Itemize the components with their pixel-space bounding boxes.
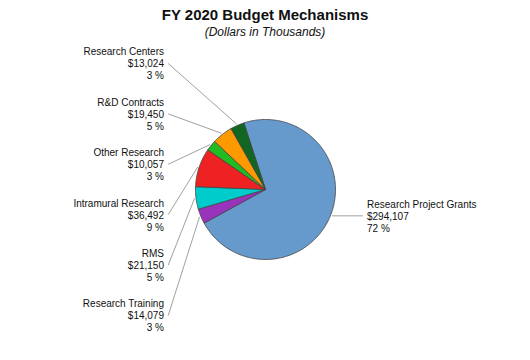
svg-text:Research Centers$13,0243 %: Research Centers$13,0243 % — [83, 46, 164, 81]
svg-text:R&D Contracts$19,4505 %: R&D Contracts$19,4505 % — [97, 97, 164, 132]
svg-text:RMS$21,1505 %: RMS$21,1505 % — [128, 248, 165, 283]
html-text:FY 2020 Budget Mechanisms: FY 2020 Budget Mechanisms — [161, 6, 369, 23]
svg-text:Research Training$14,0793 %: Research Training$14,0793 % — [83, 298, 165, 333]
svg-text:Other Research$10,0573 %: Other Research$10,0573 % — [93, 147, 164, 182]
svg-text:Research Project Grants$294,10: Research Project Grants$294,10772 % — [367, 199, 477, 234]
html-text:(Dollars in Thousands): (Dollars in Thousands) — [204, 25, 326, 39]
svg-text:Intramural Research$36,4929 %: Intramural Research$36,4929 % — [73, 198, 164, 233]
